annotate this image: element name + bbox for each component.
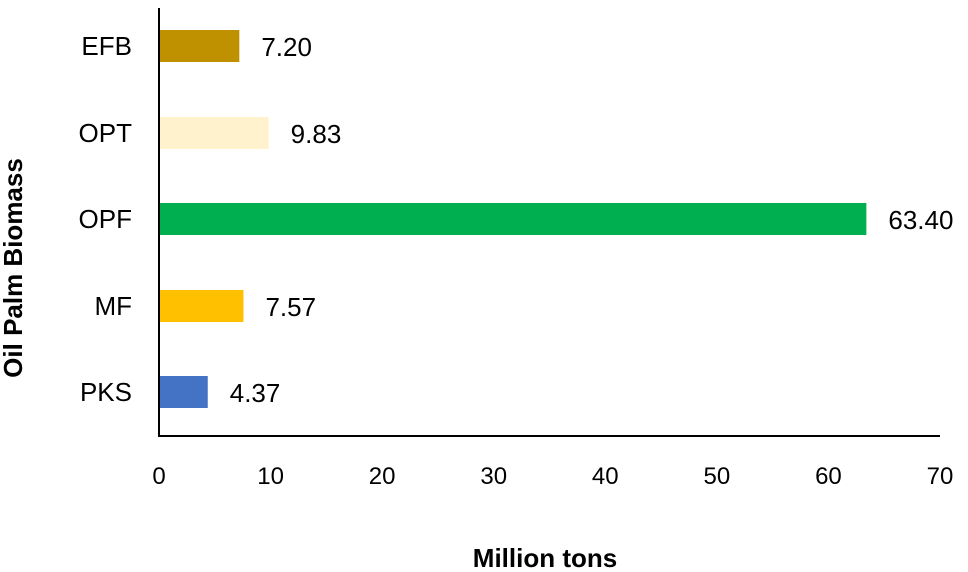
x-tick-0: 0: [152, 463, 165, 490]
bars-group: [160, 30, 867, 408]
category-labels: EFB OPT OPF MF PKS: [79, 31, 133, 407]
x-axis-title: Million tons: [473, 543, 617, 572]
x-tick-40: 40: [592, 463, 619, 490]
value-labels: 7.20 9.83 63.40 7.57 4.37: [230, 32, 954, 408]
category-label-efb: EFB: [81, 31, 132, 61]
x-tick-20: 20: [369, 463, 396, 490]
value-label-opt: 9.83: [291, 119, 342, 149]
bar-efb: [160, 30, 240, 62]
bar-mf: [160, 290, 244, 322]
x-tick-labels: 0 10 20 30 40 50 60 70: [152, 463, 953, 490]
bar-opf: [160, 203, 867, 235]
value-label-pks: 4.37: [230, 378, 281, 408]
x-tick-70: 70: [927, 463, 954, 490]
value-label-opf: 63.40: [888, 205, 953, 235]
x-tick-30: 30: [480, 463, 507, 490]
category-label-mf: MF: [94, 291, 132, 321]
y-axis-title: Oil Palm Biomass: [0, 158, 28, 378]
x-tick-10: 10: [257, 463, 284, 490]
bar-opt: [160, 117, 269, 149]
x-tick-50: 50: [704, 463, 731, 490]
category-label-opt: OPT: [79, 118, 133, 148]
category-label-pks: PKS: [80, 377, 132, 407]
x-tick-60: 60: [815, 463, 842, 490]
bar-pks: [160, 376, 208, 408]
category-label-opf: OPF: [79, 204, 132, 234]
value-label-efb: 7.20: [261, 32, 312, 62]
value-label-mf: 7.57: [265, 292, 316, 322]
